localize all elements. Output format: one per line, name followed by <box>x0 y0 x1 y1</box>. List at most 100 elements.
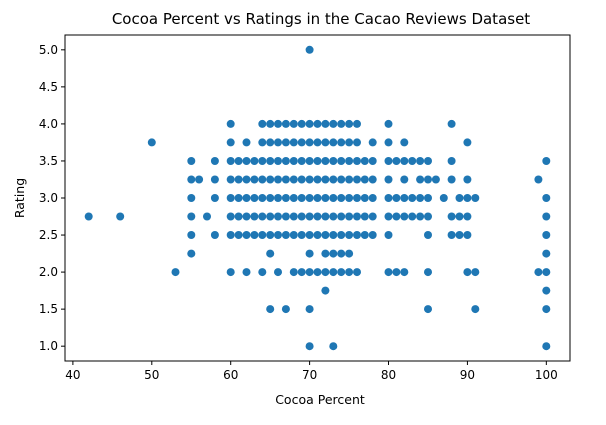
data-point <box>84 212 93 221</box>
x-tick-label: 60 <box>223 368 238 382</box>
data-point <box>447 212 456 221</box>
data-point <box>360 212 369 221</box>
data-point <box>345 212 354 221</box>
data-point <box>463 175 472 184</box>
data-point <box>305 45 314 54</box>
data-point <box>116 212 125 221</box>
data-point <box>337 194 346 202</box>
data-point <box>305 249 314 258</box>
data-point <box>297 138 306 147</box>
data-point <box>400 194 409 202</box>
data-point <box>424 268 432 277</box>
data-point <box>187 249 196 258</box>
data-point <box>360 194 369 202</box>
data-point <box>297 212 306 221</box>
data-point <box>297 231 306 239</box>
data-point <box>313 138 322 147</box>
data-point <box>424 194 432 202</box>
data-point <box>424 231 432 239</box>
data-point <box>337 138 346 147</box>
data-point <box>329 249 338 258</box>
data-point <box>455 212 464 221</box>
data-point <box>368 175 377 184</box>
data-point <box>542 157 551 165</box>
chart-title: Cocoa Percent vs Ratings in the Cacao Re… <box>112 10 530 28</box>
data-point <box>463 194 472 202</box>
data-point <box>226 231 235 239</box>
data-point <box>250 175 259 184</box>
data-point <box>463 268 472 277</box>
data-point <box>384 157 393 165</box>
data-point <box>447 119 456 128</box>
data-point <box>203 212 211 221</box>
data-point <box>305 342 314 351</box>
x-tick-label: 70 <box>302 368 317 382</box>
data-point <box>455 231 464 239</box>
data-point <box>281 194 290 202</box>
data-point <box>281 305 290 314</box>
data-point <box>266 231 275 239</box>
data-point <box>337 119 346 128</box>
data-point <box>226 268 235 277</box>
data-point <box>447 231 456 239</box>
data-point <box>321 268 330 277</box>
y-tick-label: 2.0 <box>39 265 58 279</box>
data-point <box>368 231 377 239</box>
data-point <box>424 157 432 165</box>
data-point <box>242 157 251 165</box>
data-point <box>242 212 251 221</box>
data-point <box>147 138 156 147</box>
data-point <box>463 138 472 147</box>
data-point <box>250 194 259 202</box>
data-point <box>400 212 409 221</box>
x-tick-label: 100 <box>535 368 558 382</box>
data-point <box>392 194 401 202</box>
y-tick-label: 5.0 <box>39 43 58 57</box>
data-point <box>250 212 259 221</box>
data-point <box>289 119 298 128</box>
data-point <box>313 119 322 128</box>
data-point <box>274 157 282 165</box>
data-point <box>447 157 456 165</box>
data-point <box>337 231 346 239</box>
data-point <box>313 175 322 184</box>
data-point <box>384 119 393 128</box>
data-point <box>392 268 401 277</box>
data-point <box>345 157 354 165</box>
data-point <box>321 212 330 221</box>
data-point <box>400 157 409 165</box>
data-point <box>416 157 425 165</box>
data-point <box>289 157 298 165</box>
data-point <box>234 212 243 221</box>
data-point <box>289 194 298 202</box>
data-point <box>305 175 314 184</box>
data-point <box>345 268 354 277</box>
data-point <box>195 175 204 184</box>
data-point <box>542 305 551 314</box>
data-point <box>471 305 480 314</box>
data-point <box>187 212 196 221</box>
data-point <box>455 194 464 202</box>
data-point <box>297 194 306 202</box>
data-point <box>305 194 314 202</box>
data-point <box>353 119 361 128</box>
data-point <box>258 157 267 165</box>
data-point <box>313 268 322 277</box>
data-point <box>266 249 275 258</box>
data-point <box>329 157 338 165</box>
data-point <box>266 138 275 147</box>
data-point <box>258 175 267 184</box>
data-point <box>210 157 219 165</box>
data-point <box>305 157 314 165</box>
data-point <box>266 212 275 221</box>
data-point <box>542 342 551 351</box>
data-point <box>210 231 219 239</box>
data-point <box>274 138 282 147</box>
data-point <box>266 119 275 128</box>
data-point <box>289 268 298 277</box>
data-point <box>345 138 354 147</box>
data-point <box>242 138 251 147</box>
data-point <box>210 194 219 202</box>
x-tick-label: 40 <box>65 368 80 382</box>
